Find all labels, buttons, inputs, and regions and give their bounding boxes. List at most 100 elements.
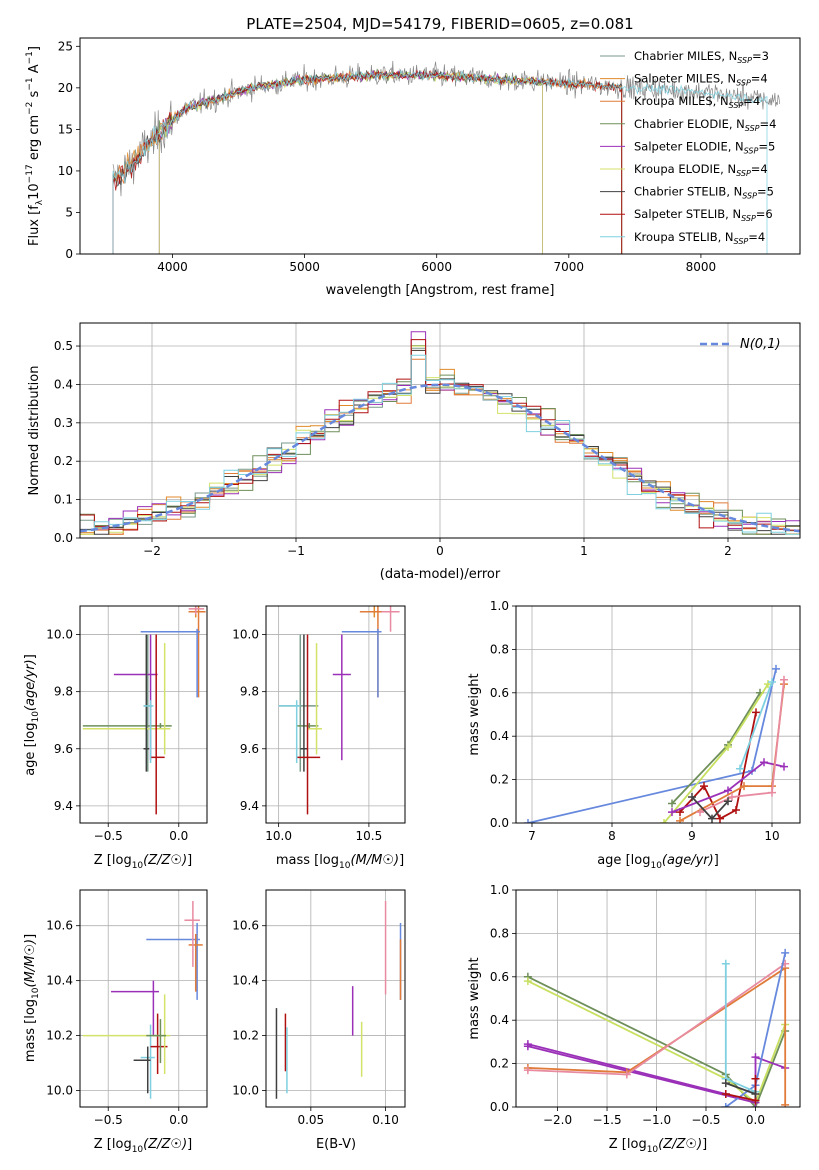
data-point (622, 1070, 631, 1079)
y-tick-label: 0.1 (54, 493, 73, 507)
x-tick-label: −1.5 (592, 1113, 621, 1127)
y-axis-label: age [log10(age/yr)] (23, 654, 41, 776)
normal-curve (80, 383, 800, 533)
y-tick-label: 1.0 (490, 883, 509, 897)
y-tick-label: 9.8 (54, 685, 73, 699)
y-tick-label: 25 (58, 39, 73, 53)
x-tick-label: 7 (528, 829, 536, 843)
plot-content (82, 900, 203, 1099)
axes-frame (265, 889, 406, 1108)
legend-entry: Salpeter ELODIE, NSSP=5 (634, 139, 775, 155)
legend-entry: Kroupa MILES, NSSP=4 (634, 94, 760, 110)
y-tick-label: 10.2 (46, 1029, 73, 1043)
data-point (732, 805, 740, 814)
x-tick-label: 4000 (157, 260, 188, 274)
data-point (700, 782, 708, 791)
x-tick-label: −1.0 (642, 1113, 671, 1127)
grid (266, 606, 405, 823)
y-tick-label: 0.2 (490, 773, 509, 787)
data-point (524, 819, 532, 823)
data-point (668, 808, 676, 817)
y-tick-label: 10.4 (46, 974, 73, 988)
y-tick-label: 0.4 (490, 1013, 509, 1027)
x-tick-label: 0.0 (169, 1113, 188, 1127)
data-point (523, 1040, 532, 1049)
x-axis-label: Z [log10(Z/Z☉)] (609, 1137, 707, 1155)
x-tick-label: 8 (608, 829, 616, 843)
y-tick-label: 15 (58, 122, 73, 136)
x-tick-label: −1 (287, 544, 305, 558)
grid (80, 890, 207, 1107)
y-axis-label: Normed distribution (27, 366, 42, 496)
y-tick-label: 10.0 (46, 1084, 73, 1098)
y-tick-label: 20 (58, 81, 73, 95)
data-point (751, 1053, 760, 1062)
data-point (751, 1089, 760, 1098)
y-tick-label: 10.4 (232, 974, 259, 988)
y-tick-label: 0.5 (54, 339, 73, 353)
data-point (752, 708, 760, 717)
y-tick-label: 0.0 (490, 816, 509, 830)
ticks: 10.0 10.5 9.4 9.6 9.8 10.0 (232, 628, 382, 843)
model-spectrum-line (112, 69, 623, 254)
x-tick-label: −0.5 (691, 1113, 720, 1127)
data-point (781, 1100, 790, 1107)
chart-age_vs_mass: 10.0 10.5 9.4 9.6 9.8 10.0 mass [log10(M/M☉)] (232, 605, 406, 871)
x-tick-label: 0.0 (746, 1113, 765, 1127)
axes-frame (79, 889, 208, 1108)
x-tick-label: 1 (580, 544, 588, 558)
data-point (676, 816, 684, 823)
axes-frame (515, 889, 801, 1108)
x-tick-label: 0.10 (372, 1113, 399, 1127)
plot-content (80, 331, 800, 535)
model-spectrum-line (112, 70, 623, 254)
data-point (751, 1074, 760, 1083)
data-point (724, 743, 732, 752)
y-axis-label: mass weight (467, 957, 482, 1039)
data-point (736, 764, 744, 773)
x-axis-label: Z [log10(Z/Z☉)] (94, 1137, 192, 1155)
y-tick-label: 0.4 (54, 377, 73, 391)
model-spectrum-line (112, 70, 623, 254)
histogram-series (80, 354, 800, 535)
x-tick-label: −0.5 (94, 829, 123, 843)
y-tick-label: 9.6 (54, 742, 73, 756)
x-axis-label: (data-model)/error (380, 567, 501, 582)
x-tick-label: 9 (688, 829, 696, 843)
x-tick-label: −2 (143, 544, 161, 558)
x-tick-label: 10.0 (265, 829, 292, 843)
x-tick-label: 6000 (421, 260, 452, 274)
y-tick-label: 10.0 (46, 628, 73, 642)
y-tick-label: 0 (65, 247, 73, 261)
y-tick-label: 0.6 (490, 686, 509, 700)
data-point (780, 675, 788, 684)
y-tick-label: 10.0 (232, 1084, 259, 1098)
x-tick-label: 0.05 (297, 1113, 324, 1127)
chart-mass_vs_ebv: 0.05 0.10 10.0 10.2 10.4 10.6 E(B-V) (232, 889, 406, 1152)
x-tick-label: 8000 (686, 260, 717, 274)
ticks: −0.5 0.0 9.4 9.6 9.8 10.0 (46, 628, 188, 843)
y-tick-label: 5 (65, 205, 73, 219)
legend-entry: Salpeter MILES, NSSP=4 (634, 72, 768, 88)
legend-entry: Kroupa ELODIE, NSSP=4 (634, 162, 768, 178)
axes-frame (515, 605, 801, 824)
y-tick-label: 10.0 (232, 628, 259, 642)
plot-content (82, 606, 206, 815)
mass-weight-series (739, 681, 773, 770)
x-tick-label: −0.5 (94, 1113, 123, 1127)
ticks: −2.0 −1.5 −1.0 −0.5 0.0 0.0 0.2 0.4 0.6 0.8 1.0 (490, 883, 765, 1127)
plot-content (524, 664, 788, 823)
x-axis-label: age [log10(age/yr)] (597, 853, 719, 871)
data-point (721, 959, 730, 968)
y-tick-label: 0.2 (490, 1057, 509, 1071)
chart-residuals: −2 −1 0 1 2 0.0 0.1 0.2 0.3 0.4 0.5 N(0,1) (data-mod… (27, 322, 801, 582)
y-tick-label: 10.6 (46, 919, 73, 933)
axes-frame (265, 605, 406, 824)
x-tick-label: 10.5 (356, 829, 383, 843)
legend-entry: Chabrier ELODIE, NSSP=4 (634, 117, 776, 133)
data-point (721, 1089, 730, 1098)
y-tick-label: 10 (58, 164, 73, 178)
legend: Chabrier MILES, NSSP=3 Salpeter MILES, NS… (600, 49, 776, 246)
figure-title: PLATE=2504, MJD=54179, FIBERID=0605, z=0… (246, 15, 633, 33)
